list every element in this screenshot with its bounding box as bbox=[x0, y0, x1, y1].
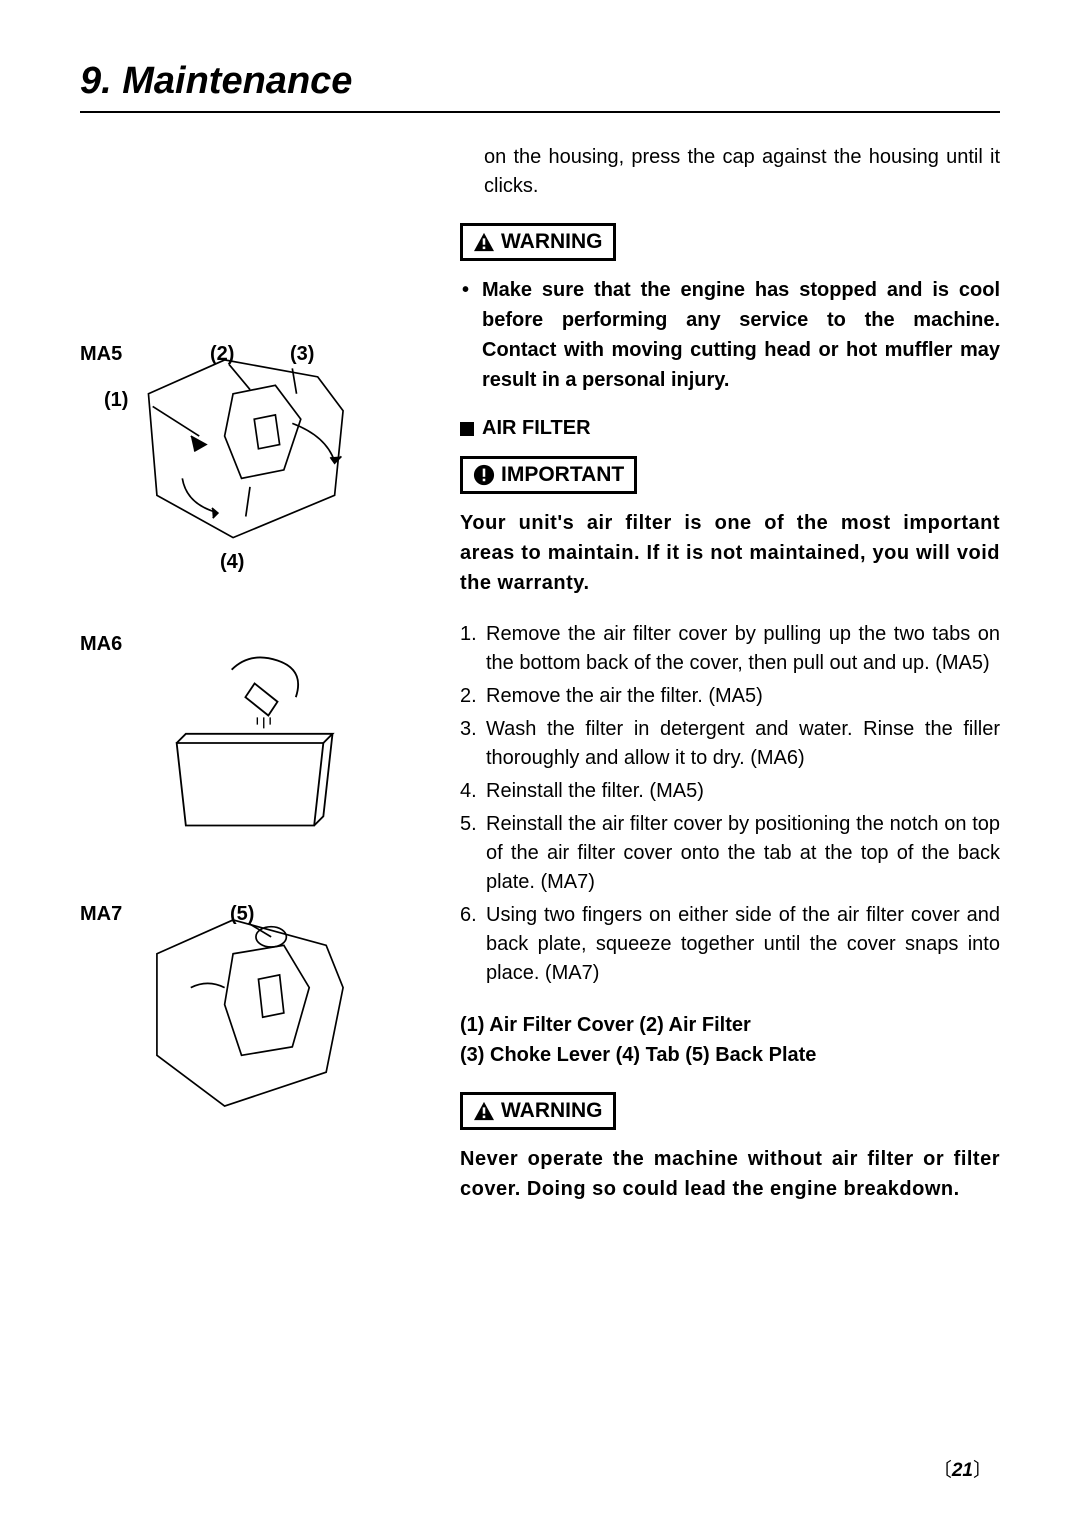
warning-icon bbox=[473, 1101, 495, 1121]
warning-icon bbox=[473, 232, 495, 252]
figure-ma6-art bbox=[80, 633, 420, 853]
air-filter-heading: AIR FILTER bbox=[460, 417, 1000, 440]
figures-column: MA5 (1) (2) (3) (4) bbox=[80, 143, 420, 1226]
warning-2-text: Never operate the machine without air fi… bbox=[460, 1144, 1000, 1204]
figure-ma7-art bbox=[80, 903, 420, 1123]
warning-1-list: Make sure that the engine has stopped an… bbox=[460, 275, 1000, 395]
step-2: Remove the air the filter. (MA5) bbox=[460, 682, 1000, 711]
warning-label-1: WARNING bbox=[501, 230, 603, 254]
important-icon bbox=[473, 464, 495, 486]
text-column: on the housing, press the cap against th… bbox=[460, 143, 1000, 1226]
air-filter-heading-text: AIR FILTER bbox=[482, 417, 591, 440]
parts-list: (1) Air Filter Cover (2) Air Filter (3) … bbox=[460, 1010, 1000, 1070]
important-text: Your unit's air filter is one of the mos… bbox=[460, 508, 1000, 598]
step-3: Wash the filter in detergent and water. … bbox=[460, 715, 1000, 773]
important-label: IMPORTANT bbox=[501, 463, 624, 487]
continuation-text: on the housing, press the cap against th… bbox=[460, 143, 1000, 201]
warning-1-text: Make sure that the engine has stopped an… bbox=[460, 275, 1000, 395]
step-6: Using two fingers on either side of the … bbox=[460, 901, 1000, 988]
step-5: Reinstall the air filter cover by positi… bbox=[460, 810, 1000, 897]
figure-ma6: MA6 bbox=[80, 633, 420, 873]
steps-list: Remove the air filter cover by pulling u… bbox=[460, 620, 1000, 988]
step-1: Remove the air filter cover by pulling u… bbox=[460, 620, 1000, 678]
title-divider bbox=[80, 111, 1000, 113]
page-number-value: 21 bbox=[952, 1460, 973, 1481]
content-columns: MA5 (1) (2) (3) (4) bbox=[80, 143, 1000, 1226]
figure-ma7: MA7 (5) bbox=[80, 903, 420, 1163]
square-bullet-icon bbox=[460, 422, 474, 436]
figure-ma5: MA5 (1) (2) (3) (4) bbox=[80, 343, 420, 603]
page-title: 9. Maintenance bbox=[80, 60, 1000, 103]
warning-label-2: WARNING bbox=[501, 1099, 603, 1123]
figure-ma5-art bbox=[80, 343, 420, 563]
warning-box-1: WARNING bbox=[460, 223, 616, 261]
parts-line-1: (1) Air Filter Cover (2) Air Filter bbox=[460, 1010, 1000, 1040]
step-4: Reinstall the filter. (MA5) bbox=[460, 777, 1000, 806]
page-number: 〔21〕 bbox=[933, 1455, 992, 1482]
parts-line-2: (3) Choke Lever (4) Tab (5) Back Plate bbox=[460, 1040, 1000, 1070]
important-box: IMPORTANT bbox=[460, 456, 637, 494]
warning-box-2: WARNING bbox=[460, 1092, 616, 1130]
